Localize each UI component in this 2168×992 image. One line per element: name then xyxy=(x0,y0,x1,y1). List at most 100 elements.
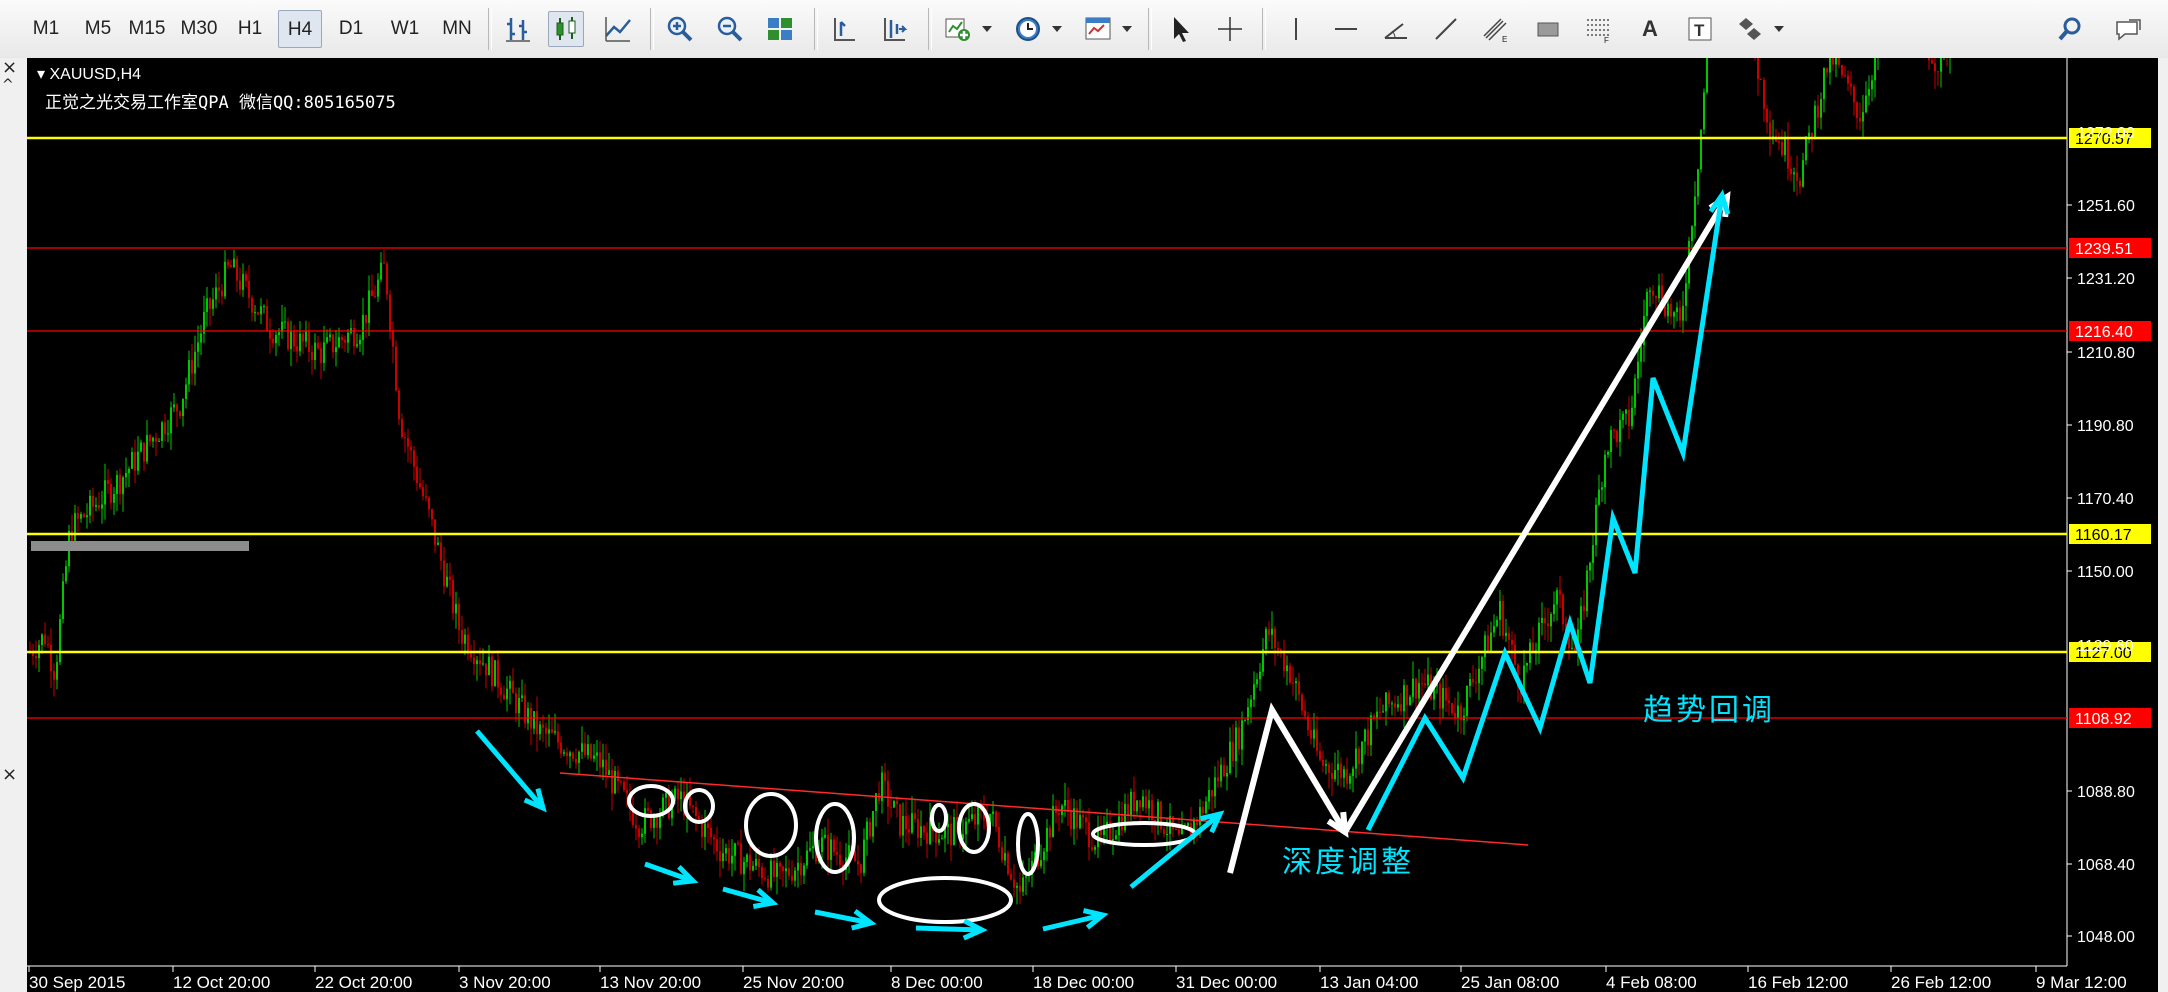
timeframe-mn-button[interactable]: MN xyxy=(442,18,472,39)
candle-body xyxy=(1634,378,1636,408)
candle-body xyxy=(836,852,838,855)
periods-clock-icon[interactable] xyxy=(1010,11,1046,47)
text-label-icon[interactable]: T xyxy=(1682,11,1718,47)
rectangle-icon[interactable] xyxy=(1530,11,1566,47)
templates-icon[interactable] xyxy=(1080,11,1116,47)
candle-body xyxy=(584,743,586,756)
candle-body xyxy=(206,298,208,312)
timeframe-h1-button[interactable]: H1 xyxy=(237,18,263,39)
timeframe-m30-button[interactable]: M30 xyxy=(180,18,218,39)
timeframe-d1-button[interactable]: D1 xyxy=(338,18,364,39)
close-icon[interactable]: × xyxy=(2,764,18,785)
candle-body xyxy=(83,514,85,518)
bar-chart-icon[interactable] xyxy=(500,11,536,47)
candle-body xyxy=(1370,715,1372,746)
equidistant-channel-icon[interactable]: E xyxy=(1478,11,1514,47)
candle-body xyxy=(1838,58,1840,65)
candle-body xyxy=(575,758,577,763)
candle-body xyxy=(203,311,205,334)
candle-body xyxy=(515,693,517,714)
candle-body xyxy=(1133,791,1135,812)
white-zigzag-arrow xyxy=(1227,702,1348,874)
chart-shift-icon[interactable] xyxy=(826,11,862,47)
candle-body xyxy=(335,347,337,353)
horizontal-line-icon[interactable] xyxy=(1328,11,1364,47)
timeframe-w1-button[interactable]: W1 xyxy=(390,18,420,39)
timeframe-m5-button[interactable]: M5 xyxy=(84,18,112,39)
gray-zone-bar xyxy=(31,541,249,551)
candle-body xyxy=(1178,829,1180,835)
chevron-down-icon[interactable] xyxy=(1052,26,1062,32)
candle-body xyxy=(1160,801,1162,830)
vertical-line-icon[interactable] xyxy=(1278,11,1314,47)
close-icon[interactable]: × xyxy=(2,57,18,78)
candle-body xyxy=(299,333,301,352)
candle-body xyxy=(1034,852,1036,861)
price-level-label: 1108.92 xyxy=(2075,711,2132,728)
candlestick-chart-icon[interactable] xyxy=(548,11,584,47)
auto-scroll-icon[interactable] xyxy=(876,11,912,47)
timeframe-h4-button[interactable]: H4 xyxy=(278,10,322,48)
candle-body xyxy=(1811,132,1813,137)
candle-body xyxy=(1013,879,1015,888)
candle-body xyxy=(1328,764,1330,773)
trendline-icon[interactable] xyxy=(1428,11,1464,47)
candle-body xyxy=(1508,632,1510,640)
fibonacci-icon[interactable]: F xyxy=(1580,11,1616,47)
annotation-ellipse xyxy=(814,802,856,874)
candle-body xyxy=(587,744,589,756)
candle-body xyxy=(464,634,466,644)
chevron-down-icon[interactable] xyxy=(1774,26,1784,32)
candle-body xyxy=(1346,769,1348,784)
candle-body xyxy=(1391,703,1393,705)
panel-collapse-icon[interactable]: ^ xyxy=(2,77,14,93)
candle-body xyxy=(395,346,397,391)
candle-body xyxy=(377,279,379,297)
cyan-arrow xyxy=(722,886,774,906)
cursor-icon[interactable] xyxy=(1162,11,1198,47)
text-tool-icon[interactable]: A xyxy=(1642,16,1658,41)
indicators-icon[interactable] xyxy=(940,11,976,47)
time-axis-label: 12 Oct 20:00 xyxy=(173,973,270,992)
candle-body xyxy=(1523,665,1525,694)
zoom-out-icon[interactable] xyxy=(712,11,748,47)
candle-body xyxy=(239,280,241,290)
chevron-down-icon[interactable] xyxy=(1122,26,1132,32)
angle-trendline-icon[interactable] xyxy=(1378,11,1414,47)
search-icon[interactable] xyxy=(2052,11,2088,47)
toolbar-separator xyxy=(650,8,654,50)
candle-body xyxy=(1937,71,1939,73)
arrows-icon[interactable] xyxy=(1732,11,1768,47)
line-chart-icon[interactable] xyxy=(600,11,636,47)
crosshair-icon[interactable] xyxy=(1212,11,1248,47)
zoom-in-icon[interactable] xyxy=(662,11,698,47)
candle-body xyxy=(1007,853,1009,874)
candle-body xyxy=(254,312,256,314)
candle-body xyxy=(137,451,139,471)
candle-body xyxy=(332,334,334,353)
timeframe-m1-button[interactable]: M1 xyxy=(32,18,60,39)
chevron-down-icon[interactable] xyxy=(982,26,992,32)
price-chart[interactable]: 1270.57 1239.51 1216.40 1160.17 1127.00 1108.… xyxy=(27,58,2158,992)
candle-body xyxy=(596,752,598,756)
candle-body xyxy=(1787,137,1789,169)
svg-text:F: F xyxy=(1604,36,1609,44)
cyan-arrow xyxy=(814,909,872,926)
tile-windows-icon[interactable] xyxy=(762,11,798,47)
timeframe-m15-button[interactable]: M15 xyxy=(128,18,166,39)
candle-body xyxy=(566,752,568,757)
candle-body xyxy=(872,811,874,837)
candle-body xyxy=(305,331,307,342)
candle-body xyxy=(1274,628,1276,649)
candle-body xyxy=(1052,806,1054,838)
candle-body xyxy=(1259,671,1261,680)
chat-bubble-icon[interactable] xyxy=(2110,11,2146,47)
candle-body xyxy=(317,342,319,349)
price-axis-label: 1129.60 xyxy=(2077,638,2134,655)
time-axis-label: 31 Dec 00:00 xyxy=(1176,973,1277,992)
cyan-arrow xyxy=(915,925,983,933)
candle-body xyxy=(86,515,88,518)
candle-body xyxy=(995,811,997,827)
candle-body xyxy=(191,359,193,374)
white-trend-arrow xyxy=(1342,195,1730,834)
